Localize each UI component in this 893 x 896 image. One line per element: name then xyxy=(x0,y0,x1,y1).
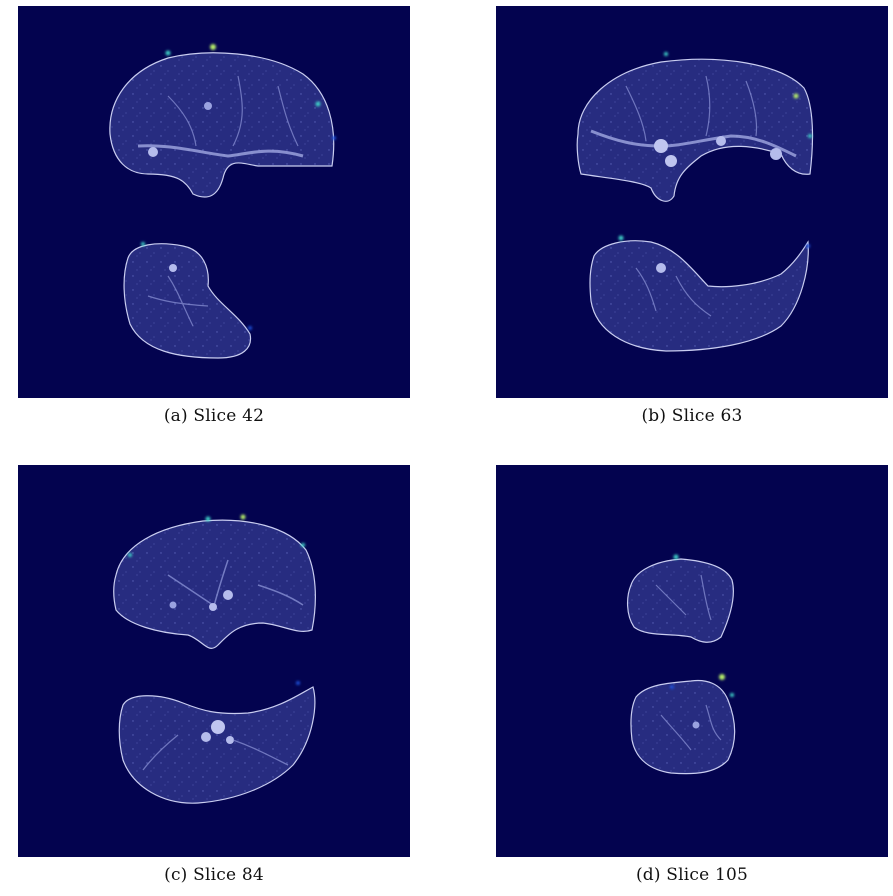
ct-panel-slice-42: (a) Slice 42 xyxy=(18,6,410,426)
upper-lung-region xyxy=(113,519,316,649)
ct-panel-slice-63: (b) Slice 63 xyxy=(496,6,888,426)
caption-slice-42: (a) Slice 42 xyxy=(163,406,265,426)
caption-slice-63: (b) Slice 63 xyxy=(641,406,743,426)
upper-lung-region xyxy=(109,52,335,198)
ct-panel-slice-105: (d) Slice 105 xyxy=(496,465,888,885)
caption-slice-105: (d) Slice 105 xyxy=(635,865,749,885)
heat-highlights xyxy=(618,52,812,248)
caption-slice-84: (c) Slice 84 xyxy=(164,865,264,885)
ct-heatmap-image xyxy=(496,465,888,857)
upper-lung-region xyxy=(627,558,734,643)
image-background xyxy=(496,465,888,857)
heat-highlights xyxy=(128,514,305,685)
lower-lung-region xyxy=(118,686,316,804)
lower-lung-region xyxy=(123,243,252,359)
ct-heatmap-image xyxy=(496,6,888,398)
ct-heatmap-image xyxy=(18,465,410,857)
ct-panel-slice-84: (c) Slice 84 xyxy=(18,465,410,885)
lower-lung-region xyxy=(589,240,809,352)
ct-heatmap-image xyxy=(18,6,410,398)
lower-lung-region xyxy=(630,679,736,775)
heat-highlights xyxy=(670,554,734,697)
heat-highlights xyxy=(141,44,336,330)
